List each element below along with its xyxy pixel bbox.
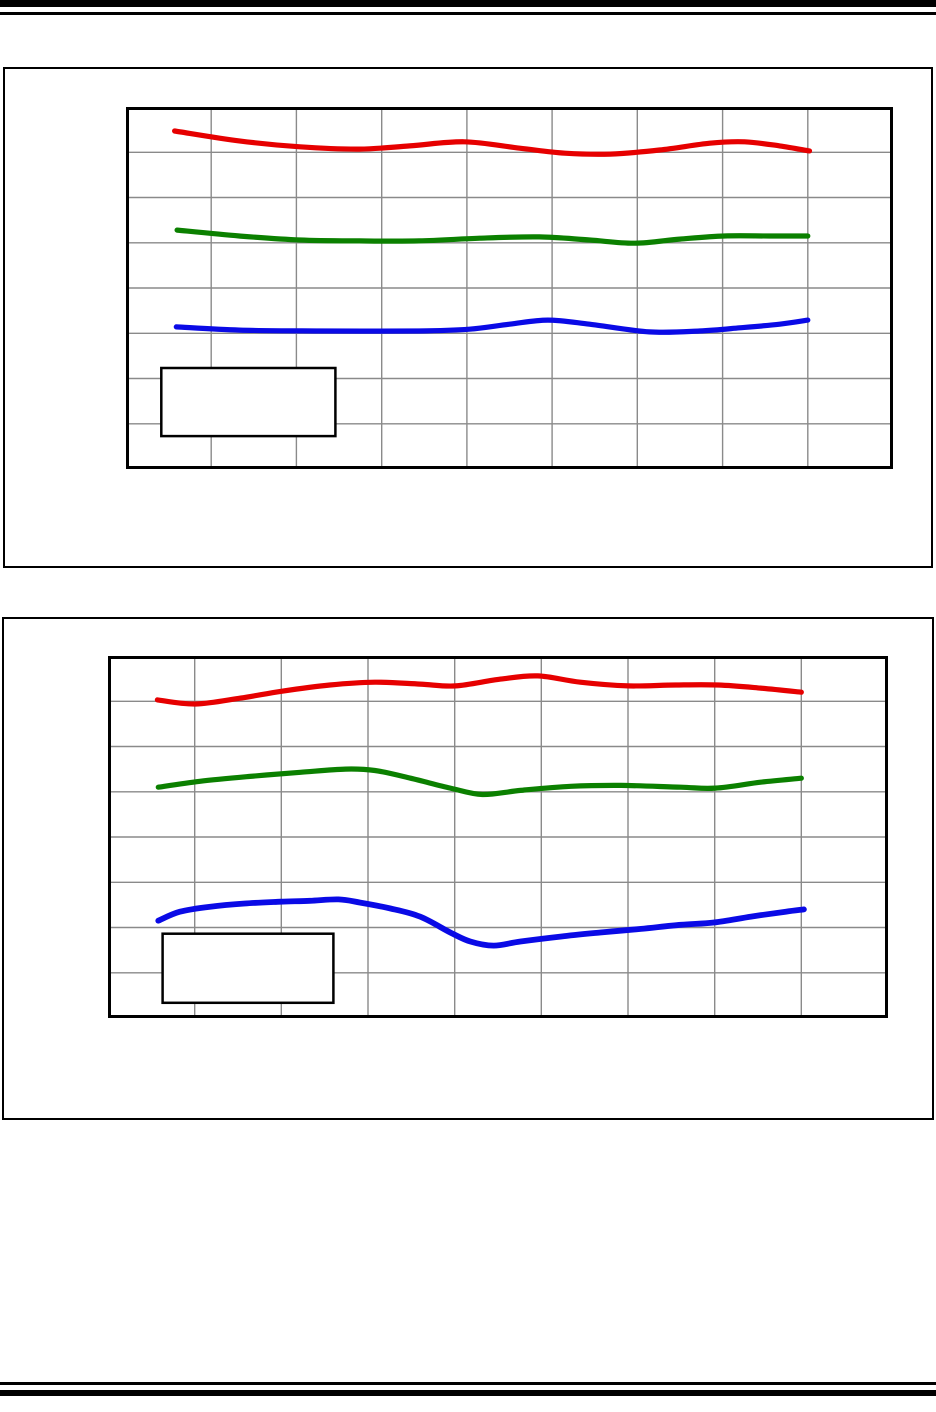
header-rule-thick [0,0,936,7]
green-line-curve [155,766,804,798]
red-line-curve [154,673,804,707]
footer-rule-thick [0,1390,936,1396]
blue-line-curve [173,317,811,335]
legend-box [160,366,337,438]
figure-frame-top [3,67,933,568]
header-rule-thin [0,12,936,15]
figure-frame-bottom [2,617,934,1120]
line-chart-bottom [108,656,888,1018]
plot-border [108,656,888,1018]
line-chart-top [126,107,893,469]
green-line-curve [174,227,811,246]
red-line-curve [172,128,813,157]
footer-rule-thin [0,1382,936,1385]
legend-box [161,932,335,1005]
blue-line-curve [155,896,807,949]
plot-border [126,107,893,469]
